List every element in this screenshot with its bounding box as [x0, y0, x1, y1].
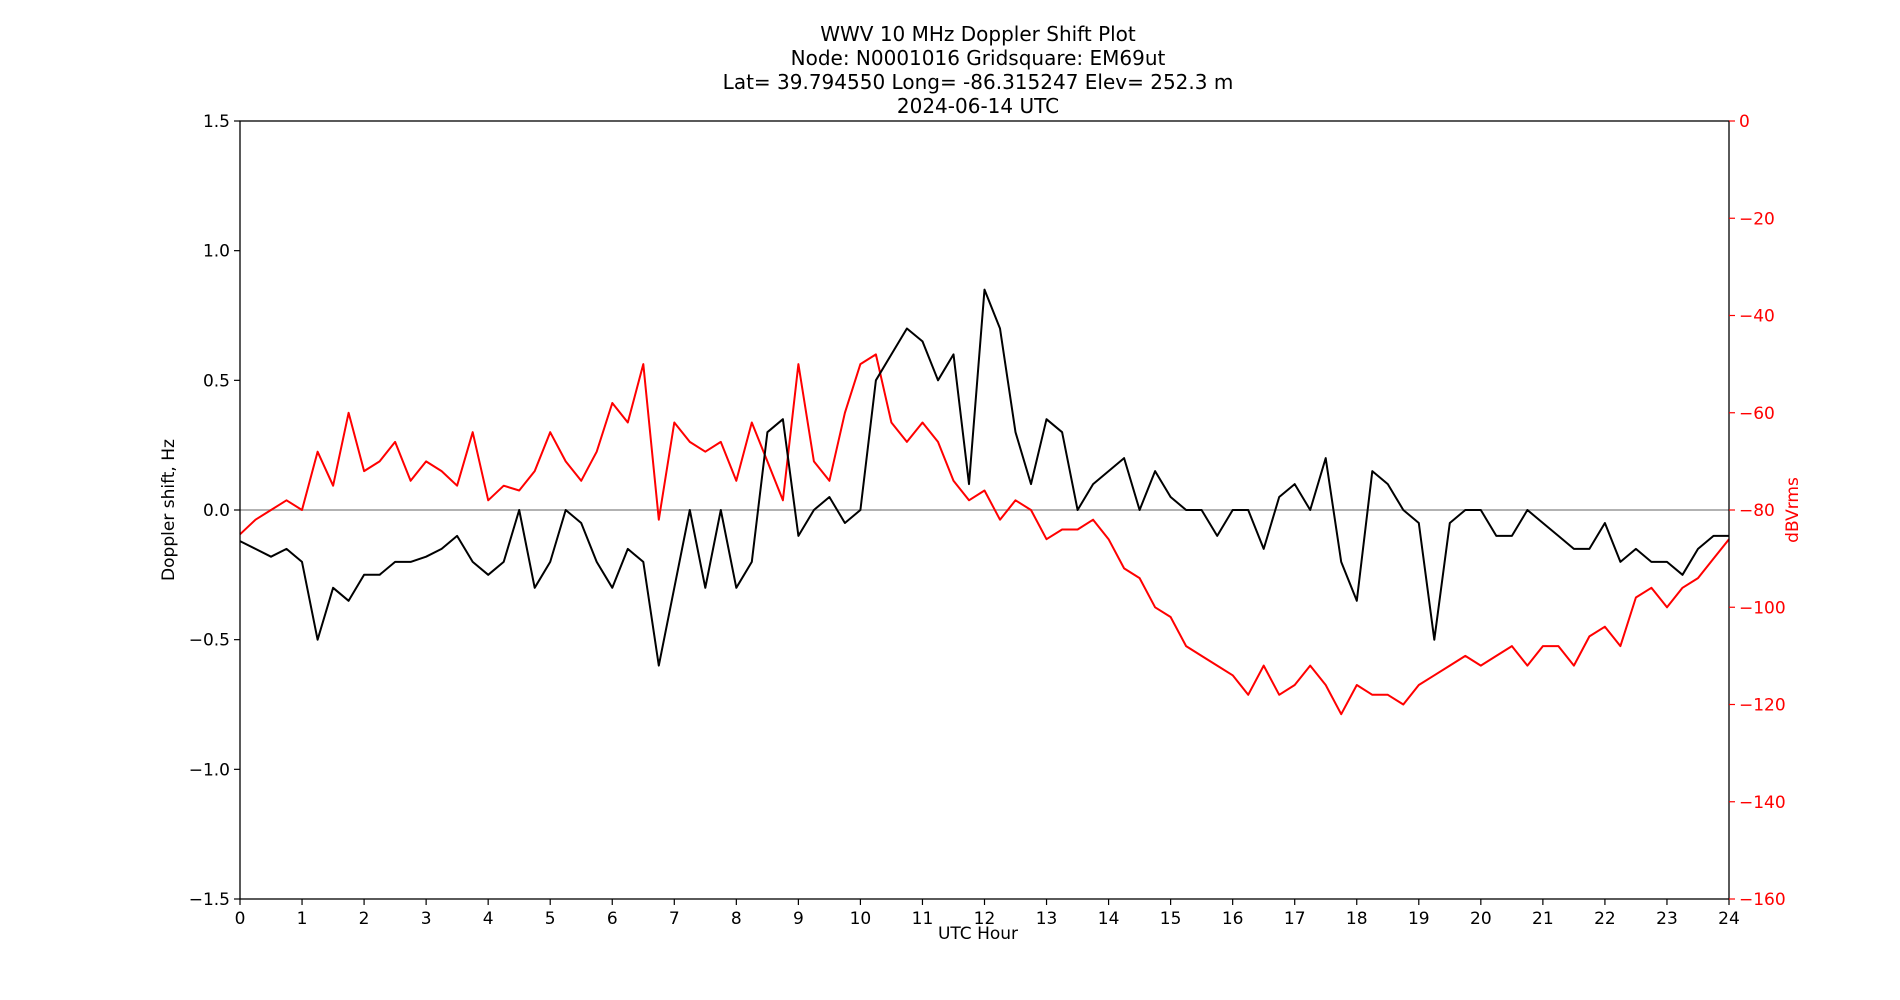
x-tick-label: 21	[1532, 909, 1554, 929]
y-left-tick-label: −1.0	[189, 760, 230, 780]
x-tick-label: 15	[1160, 909, 1182, 929]
y-right-tick-label: −40	[1739, 307, 1775, 327]
x-tick-label: 8	[731, 909, 742, 929]
y-axis-left-label: Doppler shift, Hz	[159, 439, 179, 581]
x-tick-label: 1	[297, 909, 308, 929]
y-right-tick-label: −120	[1739, 696, 1786, 716]
x-tick-label: 9	[793, 909, 804, 929]
y-right-tick-label: −140	[1739, 793, 1786, 813]
chart-title-line-4: 2024-06-14 UTC	[897, 94, 1059, 118]
x-tick-label: 4	[483, 909, 494, 929]
y-left-tick-label: −0.5	[189, 631, 230, 651]
y-right-tick-label: −160	[1739, 890, 1786, 910]
y-right-tick-label: −80	[1739, 501, 1775, 521]
doppler-shift-series-line	[239, 288, 1729, 667]
x-tick-label: 13	[1036, 909, 1058, 929]
chart-title-line-1: WWV 10 MHz Doppler Shift Plot	[820, 22, 1136, 46]
axes-layer: 0 1 2 3 4 5 6 7 8 9 10 11 12 13 14 15 16 17 18 19 20 21 22 23 24…	[189, 112, 1786, 929]
chart-title-line-2: Node: N0001016 Gridsquare: EM69ut	[791, 46, 1166, 70]
x-tick-label: 11	[912, 909, 934, 929]
x-tick-label: 19	[1408, 909, 1430, 929]
x-tick-label: 23	[1656, 909, 1678, 929]
signal-power-series-line	[239, 353, 1730, 716]
y-axis-right-label: dBVrms	[1783, 477, 1803, 543]
x-tick-label: 5	[545, 909, 556, 929]
x-tick-label: 16	[1222, 909, 1244, 929]
x-tick-label: 3	[421, 909, 432, 929]
y-left-tick-label: 0.5	[203, 371, 230, 391]
y-right-tick-label: −20	[1739, 209, 1775, 229]
x-tick-label: 7	[669, 909, 680, 929]
chart-title-line-3: Lat= 39.794550 Long= -86.315247 Elev= 25…	[723, 70, 1234, 94]
x-tick-label: 6	[607, 909, 618, 929]
y-left-tick-label: 1.5	[203, 112, 230, 132]
x-tick-label: 20	[1470, 909, 1492, 929]
y-left-tick-label: 1.0	[203, 242, 230, 262]
y-right-tick-label: −100	[1739, 598, 1786, 618]
x-tick-label: 12	[974, 909, 996, 929]
x-tick-label: 22	[1594, 909, 1616, 929]
y-left-tick-label: 0.0	[203, 501, 230, 521]
x-tick-label: 14	[1098, 909, 1120, 929]
y-left-tick-label: −1.5	[189, 890, 230, 910]
x-tick-label: 17	[1284, 909, 1306, 929]
x-tick-label: 24	[1718, 909, 1740, 929]
y-right-tick-label: 0	[1739, 112, 1750, 132]
x-tick-label: 18	[1346, 909, 1368, 929]
x-axis-label: UTC Hour	[938, 924, 1018, 944]
x-tick-label: 0	[235, 909, 246, 929]
y-right-tick-label: −60	[1739, 404, 1775, 424]
x-tick-label: 2	[359, 909, 370, 929]
series-layer	[239, 288, 1730, 716]
x-tick-label: 10	[850, 909, 872, 929]
